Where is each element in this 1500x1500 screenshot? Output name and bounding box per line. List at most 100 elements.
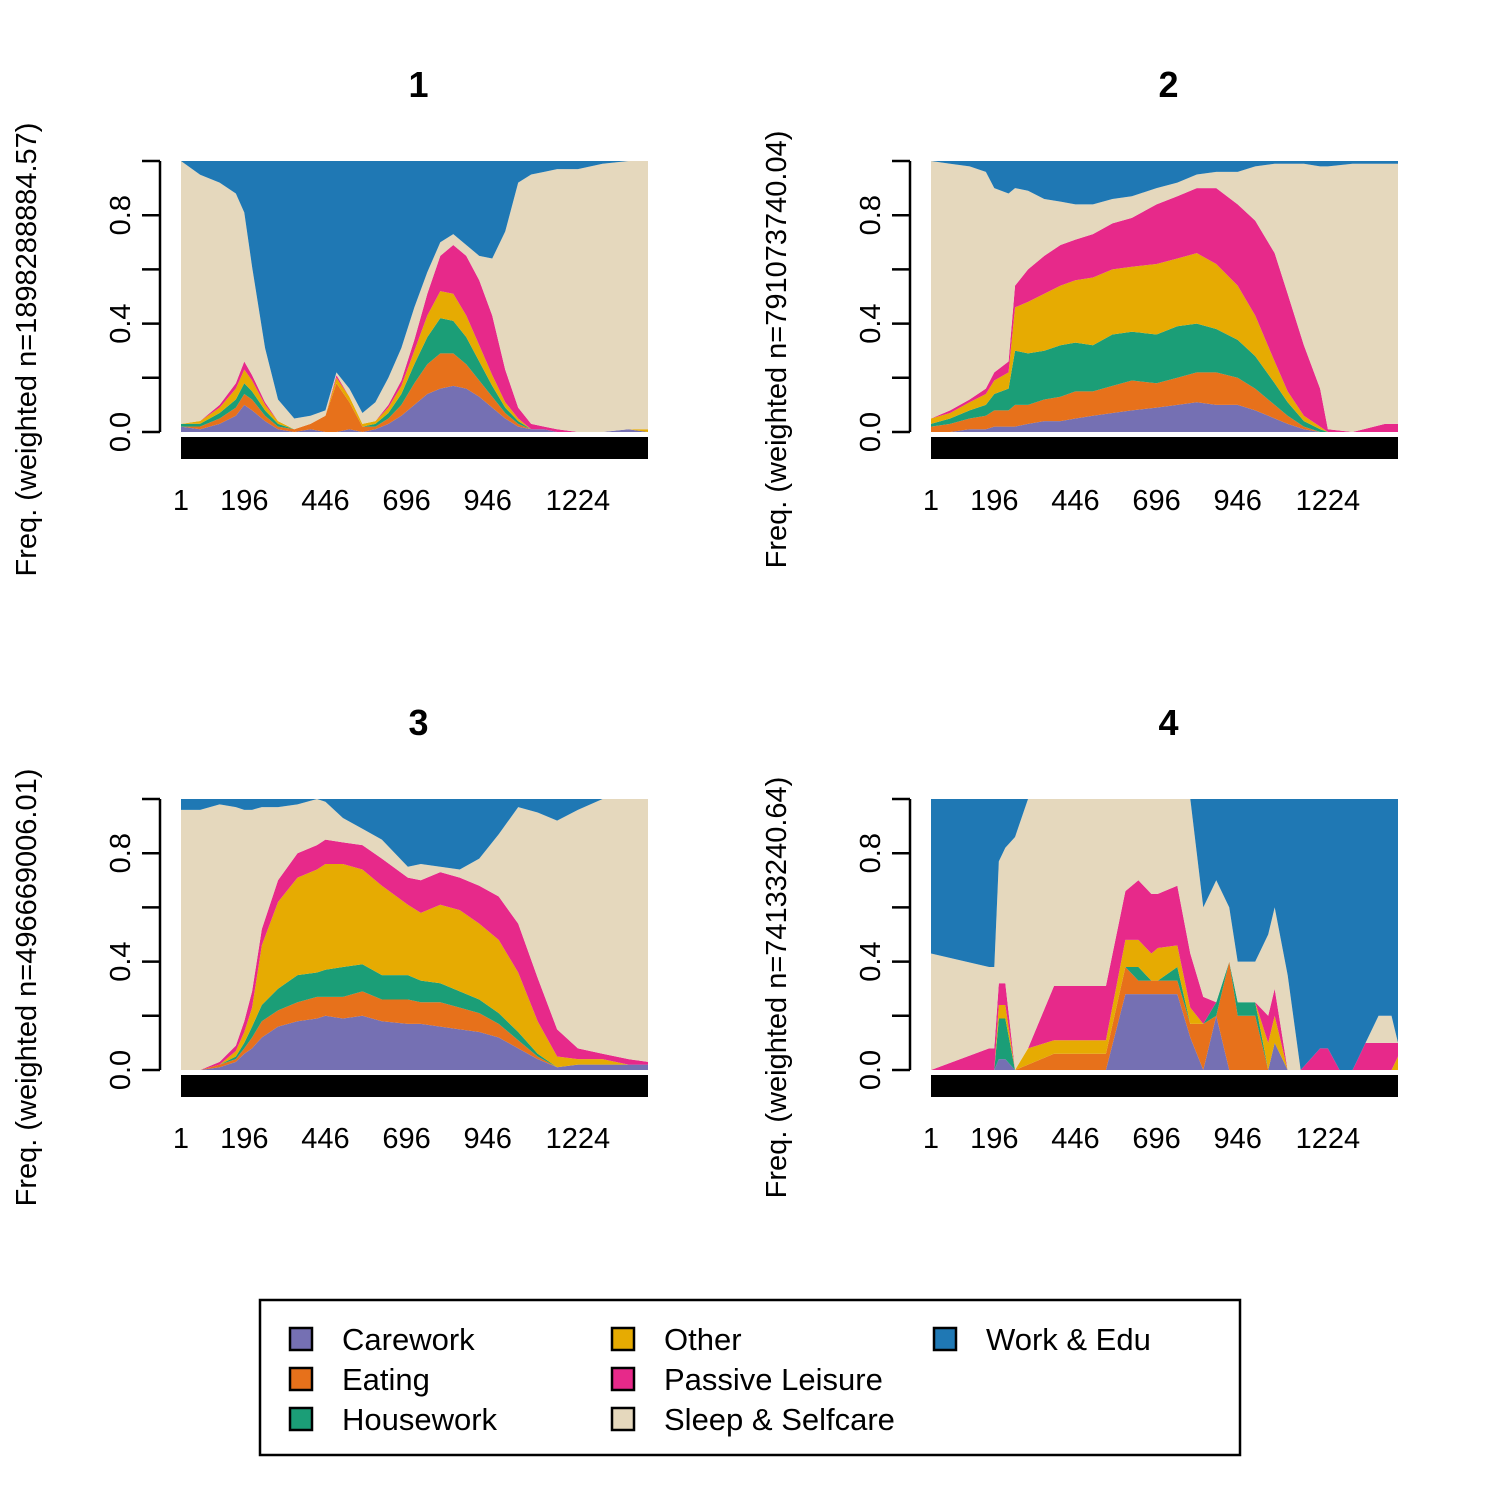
stacked-areas (181, 161, 648, 432)
area-sleep-and-selfcare (931, 799, 1398, 1070)
area-carework (931, 994, 1398, 1070)
panel-2: 0.0 0.4 0.8 1 196 446 696 946 1224 Freq. (weighte… (761, 64, 1398, 568)
area-eating (931, 372, 1398, 432)
area-passive-leisure (181, 839, 648, 1070)
x-tick-label: 196 (970, 485, 1018, 517)
y-axis-title: Freq. (weighted n=496669006.01) (11, 769, 43, 1207)
stacked-areas (181, 799, 648, 1070)
legend-box (258, 1298, 1242, 1457)
area-housework (931, 323, 1398, 432)
y-tick-label: 0.0 (855, 1050, 887, 1090)
area-carework (931, 402, 1398, 432)
x-tick-label: 696 (382, 485, 430, 517)
area-passive-leisure (931, 188, 1398, 432)
legend-swatch (288, 1366, 314, 1392)
x-tick-label: 946 (463, 1123, 511, 1155)
area-other (931, 253, 1398, 432)
y-axis-title: Freq. (weighted n=1898288884.57) (11, 123, 43, 577)
area-other (181, 291, 648, 432)
y-tick-label: 0.0 (855, 412, 887, 452)
y-tick-label: 0.8 (855, 195, 887, 235)
sequence-bar (931, 437, 1398, 459)
x-tick-label: 696 (382, 1123, 430, 1155)
x-tick-label: 446 (301, 1123, 349, 1155)
panel-1: 0.0 0.4 0.8 1 196 446 696 946 1224 Freq. (weighte… (11, 64, 648, 576)
x-tick-label: 196 (970, 1123, 1018, 1155)
legend-label: Carework (342, 1322, 475, 1357)
legend-item-eating: Eating (288, 1362, 430, 1397)
legend-item-passive-leisure: Passive Leisure (610, 1362, 883, 1397)
legend-item-carework: Carework (288, 1322, 475, 1357)
x-tick-label: 946 (1213, 485, 1261, 517)
area-sleep-and-selfcare (181, 161, 648, 432)
sequence-bar (181, 1075, 648, 1097)
legend-swatch (288, 1406, 314, 1432)
x-tick-label: 446 (1051, 1123, 1099, 1155)
area-other (931, 939, 1398, 1070)
legend-swatch (932, 1326, 958, 1352)
legend: Carework Eating Housework Other Passive Leis… (258, 1298, 1242, 1457)
panel-4: 0.0 0.4 0.8 1 196 446 696 946 1224 Freq. (weighte… (761, 702, 1398, 1198)
y-axis-title: Freq. (weighted n=74133240.64) (761, 777, 793, 1199)
x-tick-label: 696 (1132, 1123, 1180, 1155)
area-eating (931, 961, 1398, 1070)
panel-title: 1 (408, 64, 428, 105)
y-tick-label: 0.4 (855, 941, 887, 981)
x-tick-label: 1 (173, 1123, 189, 1155)
legend-label: Work & Edu (986, 1322, 1151, 1357)
x-tick-label: 1 (173, 485, 189, 517)
sequence-bar (931, 1075, 1398, 1097)
legend-label: Eating (342, 1362, 430, 1397)
x-tick-label: 196 (220, 485, 268, 517)
area-eating (181, 353, 648, 432)
area-carework (181, 385, 648, 432)
x-tick-label: 446 (1051, 485, 1099, 517)
stacked-areas (931, 161, 1398, 432)
legend-item-other: Other (610, 1322, 742, 1357)
area-eating (181, 991, 648, 1070)
x-tick-label: 946 (1213, 1123, 1261, 1155)
x-tick-label: 1 (923, 1123, 939, 1155)
y-tick-label: 0.0 (105, 412, 137, 452)
panel-title: 3 (408, 702, 428, 743)
y-tick-label: 0.0 (105, 1050, 137, 1090)
legend-item-housework: Housework (288, 1402, 498, 1437)
x-tick-label: 1 (923, 485, 939, 517)
area-carework (181, 1015, 648, 1070)
legend-swatch (610, 1326, 636, 1352)
stacked-areas (931, 799, 1398, 1070)
legend-label: Housework (342, 1402, 498, 1437)
legend-label: Sleep & Selfcare (664, 1402, 895, 1437)
legend-swatch (610, 1366, 636, 1392)
x-tick-label: 1224 (1296, 485, 1361, 517)
panels: 0.0 0.4 0.8 1 196 446 696 946 1224 Freq. (weighte… (11, 64, 1398, 1206)
y-tick-label: 0.4 (855, 303, 887, 343)
area-other (181, 864, 648, 1070)
legend-label: Passive Leisure (664, 1362, 883, 1397)
y-tick-label: 0.4 (105, 303, 137, 343)
legend-item-work-and-edu: Work & Edu (932, 1322, 1151, 1357)
y-tick-label: 0.8 (855, 833, 887, 873)
area-work-and-edu (931, 161, 1398, 205)
area-sleep-and-selfcare (931, 161, 1398, 432)
area-passive-leisure (931, 880, 1398, 1070)
panel-title: 2 (1158, 64, 1178, 105)
x-tick-label: 1224 (1296, 1123, 1361, 1155)
sequence-bar (181, 437, 648, 459)
y-tick-label: 0.8 (105, 833, 137, 873)
x-tick-label: 696 (1132, 485, 1180, 517)
x-tick-label: 446 (301, 485, 349, 517)
area-housework (181, 964, 648, 1070)
x-tick-label: 946 (463, 485, 511, 517)
x-tick-label: 1224 (546, 485, 611, 517)
area-sleep-and-selfcare (181, 799, 648, 1070)
panel-title: 4 (1158, 702, 1178, 743)
y-axis-title: Freq. (weighted n=791073740.04) (761, 131, 793, 569)
area-housework (181, 318, 648, 432)
legend-item-sleep-and-selfcare: Sleep & Selfcare (610, 1402, 895, 1437)
legend-swatch (288, 1326, 314, 1352)
x-tick-label: 196 (220, 1123, 268, 1155)
y-tick-label: 0.8 (105, 195, 137, 235)
y-tick-label: 0.4 (105, 941, 137, 981)
